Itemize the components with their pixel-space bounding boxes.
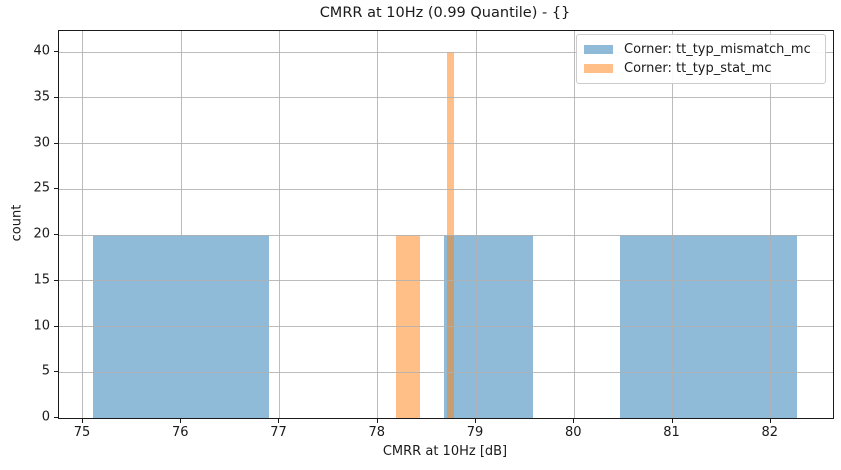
y-tick-mark [54,279,58,281]
legend-label-stat: Corner: tt_typ_stat_mc [624,61,772,76]
chart-title: CMRR at 10Hz (0.99 Quantile) - {} [319,5,571,21]
legend: Corner: tt_typ_mismatch_mc Corner: tt_ty… [576,34,826,84]
grid-line-vertical [377,31,379,418]
x-tick-mark [376,419,378,423]
grid-line-vertical [475,31,477,418]
y-tick-mark [54,188,58,190]
grid-line-horizontal [59,143,833,145]
grid-line-vertical [573,31,575,418]
y-tick-label: 20 [33,226,50,242]
grid-line-vertical [82,31,84,418]
y-tick-label: 15 [33,272,50,288]
x-tick-mark [671,419,673,423]
y-tick-label: 25 [33,180,50,196]
grid-line-horizontal [59,326,833,328]
y-tick-label: 10 [33,318,50,334]
legend-label-mismatch: Corner: tt_typ_mismatch_mc [624,42,811,57]
x-tick-label: 75 [73,425,91,440]
x-tick-mark [81,419,83,423]
grid-line-vertical [180,31,182,418]
x-tick-label: 76 [171,425,189,440]
y-tick-mark [54,96,58,98]
y-tick-mark [54,234,58,236]
y-axis-label: count [9,204,25,242]
x-tick-label: 82 [761,425,779,440]
grid-line-horizontal [59,51,833,53]
grid-line-horizontal [59,280,833,282]
grid-line-horizontal [59,371,833,373]
x-tick-label: 78 [368,425,386,440]
x-axis-label: CMRR at 10Hz [dB] [382,444,508,459]
legend-item-stat: Corner: tt_typ_stat_mc [584,59,817,78]
y-tick-mark [54,142,58,144]
plot-area [58,30,834,419]
grid-line-vertical [770,31,772,418]
y-tick-label: 30 [33,135,50,151]
grid-line-vertical [278,31,280,418]
plot-inner [59,31,833,418]
grid-line-horizontal [59,188,833,190]
legend-swatch-stat-icon [584,64,613,73]
x-tick-mark [180,419,182,423]
legend-swatch-mismatch-icon [584,45,613,54]
x-tick-mark [278,419,280,423]
x-tick-label: 80 [564,425,582,440]
y-tick-mark [54,325,58,327]
x-tick-label: 79 [466,425,484,440]
y-tick-label: 40 [33,43,50,59]
grid-line-horizontal [59,97,833,99]
y-tick-mark [54,371,58,373]
y-tick-mark [54,51,58,53]
y-tick-label: 0 [41,409,50,425]
x-tick-label: 77 [270,425,287,440]
x-tick-mark [475,419,477,423]
y-tick-label: 35 [33,89,50,105]
x-tick-mark [769,419,771,423]
x-tick-label: 81 [663,425,680,440]
grid-line-vertical [672,31,674,418]
grid-line-horizontal [59,234,833,236]
y-tick-mark [54,417,58,418]
legend-item-mismatch: Corner: tt_typ_mismatch_mc [584,40,817,59]
x-tick-mark [573,419,575,423]
y-tick-label: 5 [41,363,50,379]
